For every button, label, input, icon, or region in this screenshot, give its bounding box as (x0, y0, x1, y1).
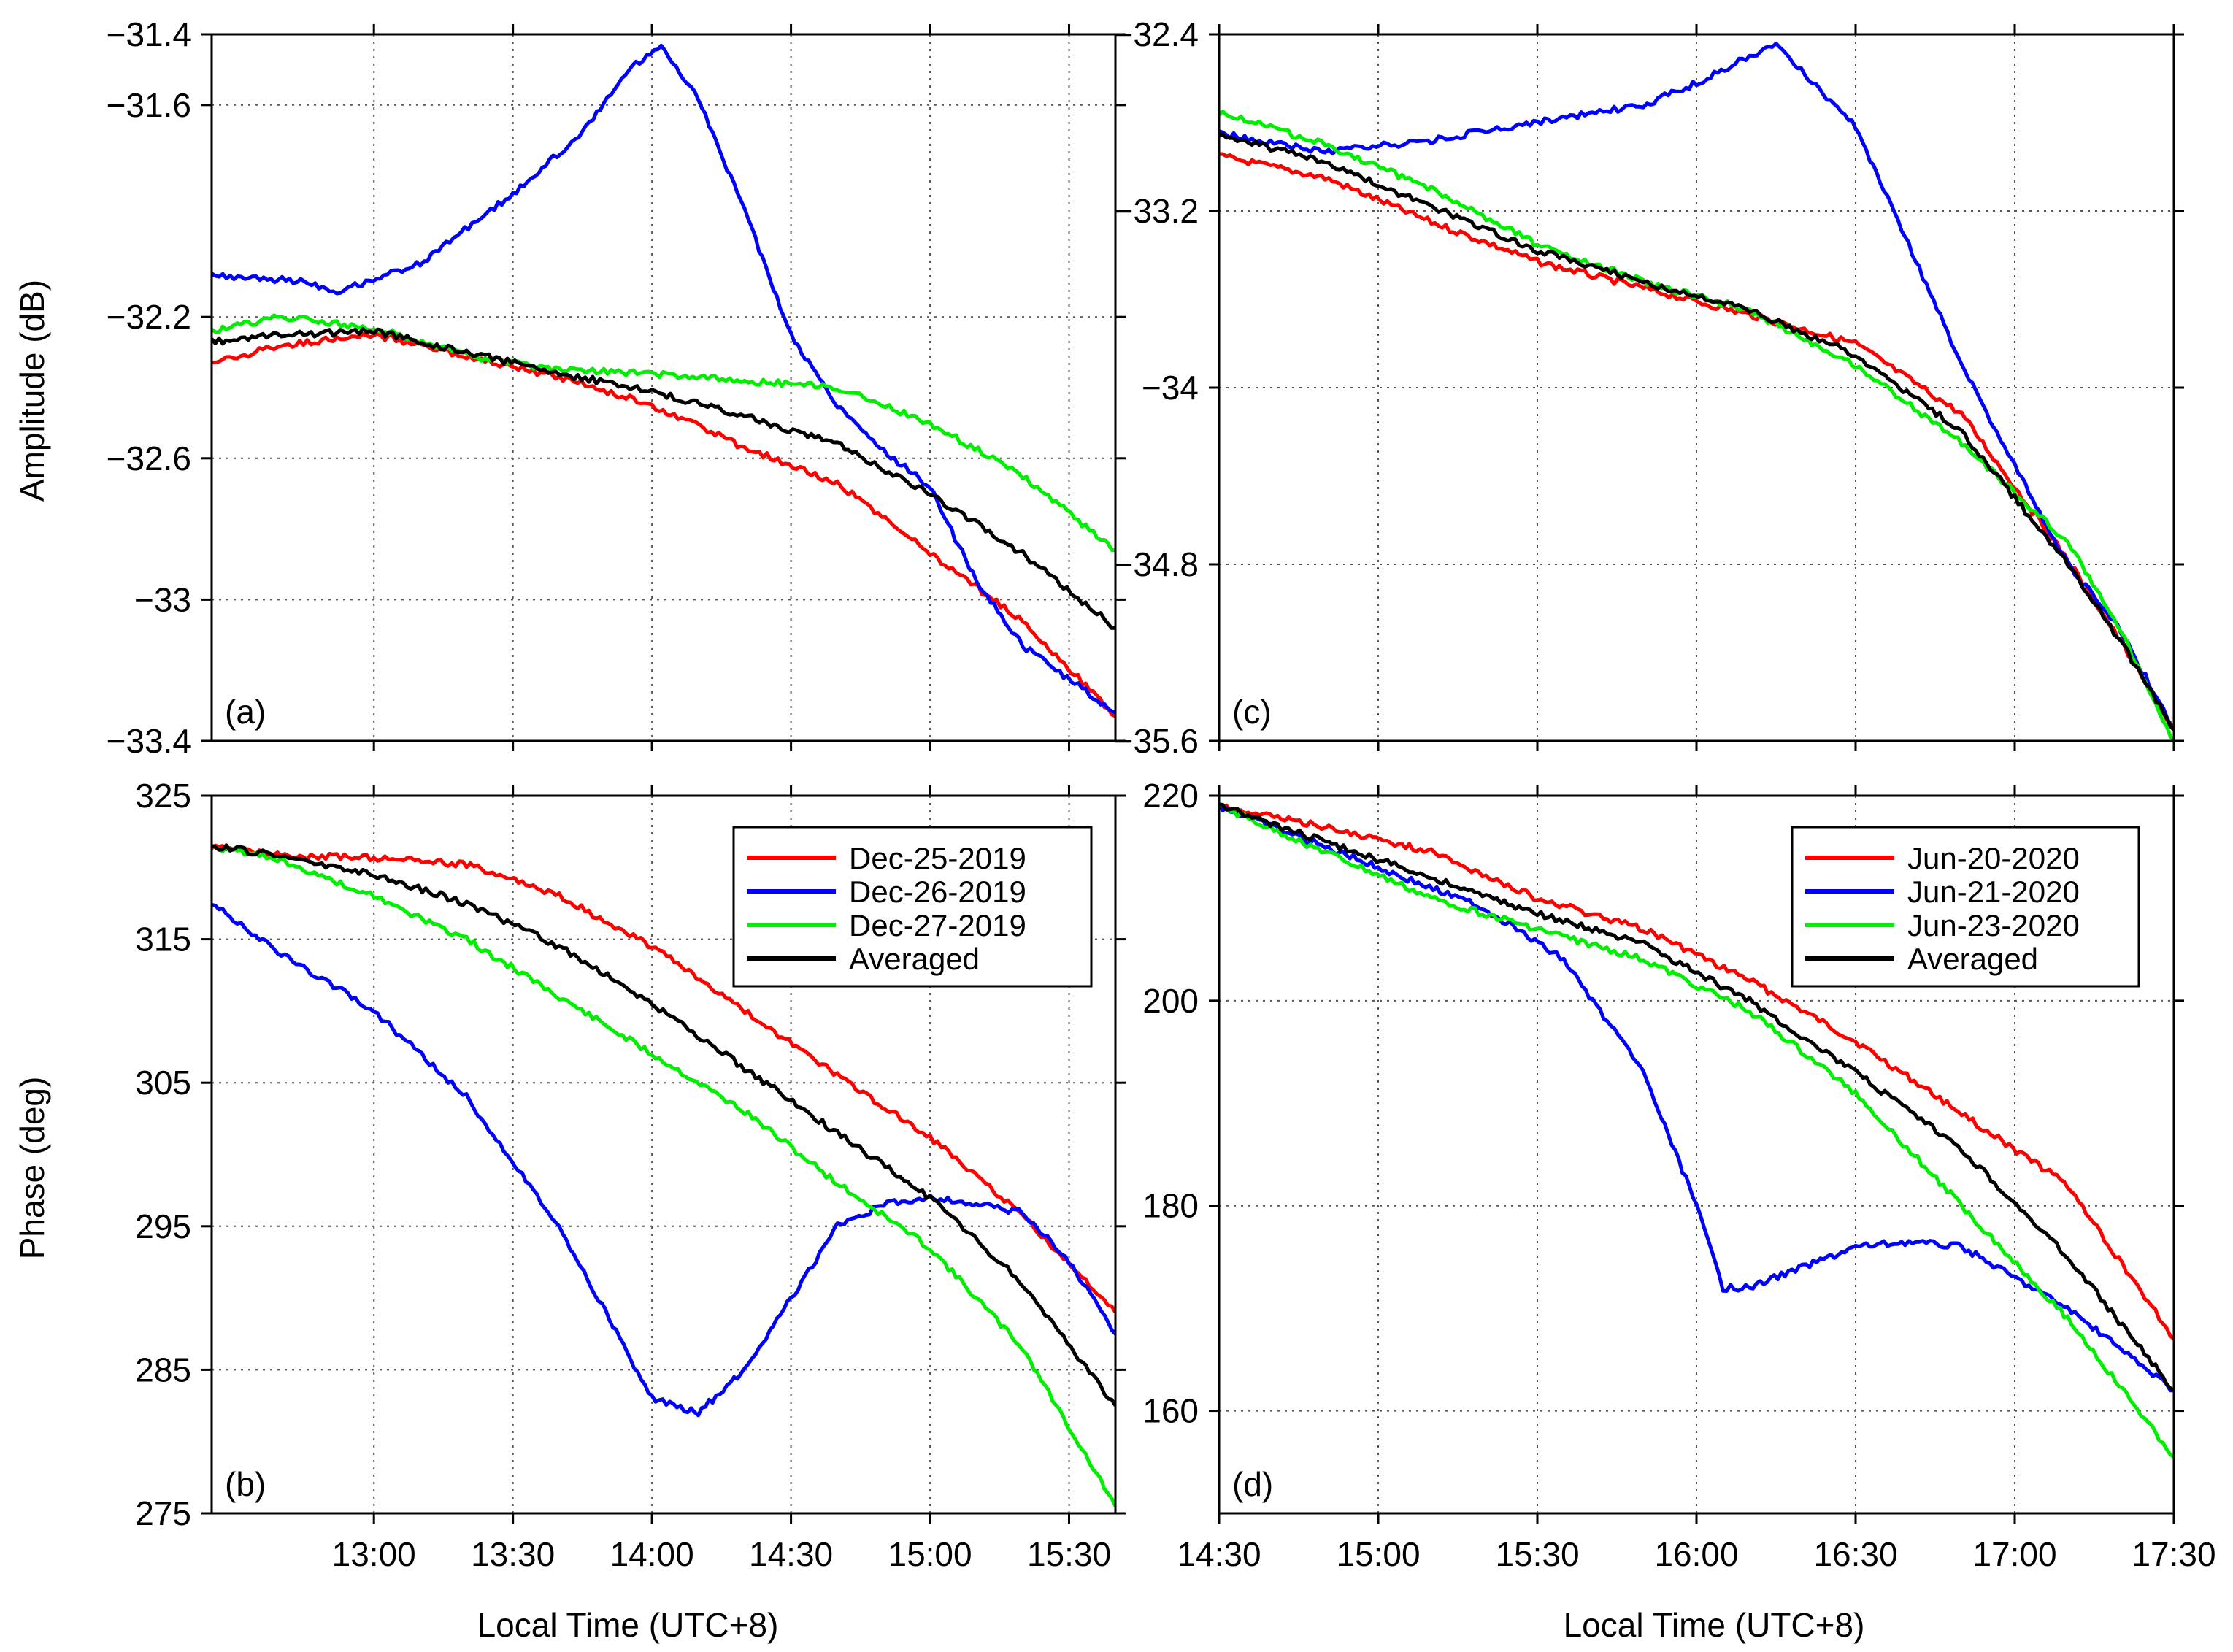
series-line-dec-26-2019 (212, 43, 1115, 715)
series-line-jun-21-2020 (1219, 41, 2174, 731)
series-line-averaged (212, 843, 1115, 1407)
legend: Dec-25-2019Dec-26-2019Dec-27-2019Average… (732, 826, 1093, 988)
series-line-averaged (1219, 802, 2174, 1392)
x-tick-label: 15:00 (1336, 1535, 1420, 1573)
panel-c: −35.6 −34.8 −34 −33.2 −32.4 (c) (1114, 15, 2184, 760)
legend-label: Averaged (849, 942, 980, 976)
series-line-averaged (1219, 131, 2174, 731)
panel-label: (c) (1232, 693, 1272, 731)
y-tick-label: −32.2 (107, 298, 191, 336)
series-line-dec-25-2019 (212, 843, 1115, 1314)
y-tick-label: −32.4 (1114, 15, 1199, 53)
amplitude-axis-label: Amplitude (dB) (13, 280, 51, 502)
series-line-dec-27-2019 (212, 845, 1115, 1507)
panel-label: (d) (1232, 1465, 1273, 1503)
panel-label: (a) (225, 693, 266, 731)
series-line-dec-25-2019 (212, 331, 1115, 718)
legend-label: Dec-26-2019 (849, 875, 1026, 909)
y-tick-label: −32.6 (107, 439, 191, 477)
x-axis-label-left: Local Time (UTC+8) (477, 1606, 779, 1644)
series-line-jun-23-2020 (1219, 110, 2174, 741)
panel-label: (b) (225, 1465, 266, 1503)
y-tick-label: −33 (134, 580, 191, 618)
series-line-dec-27-2019 (212, 313, 1115, 553)
y-tick-label: 325 (135, 777, 191, 815)
x-tick-label: 16:00 (1654, 1535, 1738, 1573)
y-tick-label: 180 (1142, 1187, 1199, 1225)
y-tick-label: −35.6 (1114, 722, 1199, 760)
x-tick-label: 15:30 (1495, 1535, 1579, 1573)
x-tick-label: 17:30 (2132, 1535, 2215, 1573)
y-tick-label: 200 (1142, 982, 1199, 1020)
y-tick-label: 305 (135, 1064, 191, 1102)
series-line-dec-26-2019 (212, 903, 1115, 1418)
x-tick-label: 14:00 (610, 1535, 694, 1573)
y-tick-label: −31.6 (107, 86, 191, 124)
plot-frame (210, 33, 1117, 742)
y-tick-label: 160 (1142, 1392, 1199, 1430)
x-tick-label: 16:30 (1813, 1535, 1897, 1573)
legend: Jun-20-2020Jun-21-2020Jun-23-2020Average… (1791, 826, 2140, 988)
x-tick-label: 17:00 (1972, 1535, 2056, 1573)
x-tick-label: 13:30 (471, 1535, 555, 1573)
y-tick-label: 295 (135, 1207, 191, 1245)
legend-label: Jun-20-2020 (1907, 841, 2080, 875)
y-tick-label: −33.4 (107, 722, 191, 760)
phase-axis-label: Phase (deg) (13, 1077, 51, 1260)
x-axis-label-right: Local Time (UTC+8) (1564, 1606, 1865, 1644)
y-tick-label: 315 (135, 921, 191, 958)
series-line-jun-20-2020 (1219, 803, 2174, 1341)
series-line-jun-21-2020 (1219, 804, 2174, 1393)
y-tick-label: −31.4 (107, 15, 191, 53)
x-tick-label: 14:30 (1177, 1535, 1261, 1573)
legend-label: Averaged (1907, 942, 2038, 976)
y-tick-label: −34.8 (1114, 545, 1199, 583)
x-tick-label: 13:00 (332, 1535, 416, 1573)
legend-label: Jun-23-2020 (1907, 908, 2080, 942)
legend-label: Dec-25-2019 (849, 841, 1026, 875)
plot-frame (210, 794, 1117, 1515)
y-tick-label: 285 (135, 1351, 191, 1388)
series-line-jun-23-2020 (1219, 802, 2174, 1459)
panel-d: 14:30 15:00 15:30 16:00 16:30 17:00 17:30 160 18… (1142, 777, 2215, 1573)
x-tick-label: 14:30 (749, 1535, 833, 1573)
y-tick-label: 220 (1142, 777, 1199, 815)
panel-a: −33.4 −33 −32.6 −32.2 −31.6 −31.4 (a) (107, 15, 1126, 760)
legend-label: Dec-27-2019 (849, 908, 1026, 942)
x-tick-label: 15:30 (1027, 1535, 1111, 1573)
legend-label: Jun-21-2020 (1907, 875, 2080, 909)
y-tick-label: −33.2 (1114, 192, 1199, 230)
y-tick-label: 275 (135, 1494, 191, 1532)
panel-b: 13:00 13:30 14:00 14:30 15:00 15:30 275 285 295 3… (135, 777, 1126, 1573)
y-tick-label: −34 (1142, 369, 1199, 407)
series-line-averaged (212, 327, 1115, 630)
series-line-jun-20-2020 (1219, 152, 2174, 731)
x-tick-label: 15:00 (888, 1535, 972, 1573)
